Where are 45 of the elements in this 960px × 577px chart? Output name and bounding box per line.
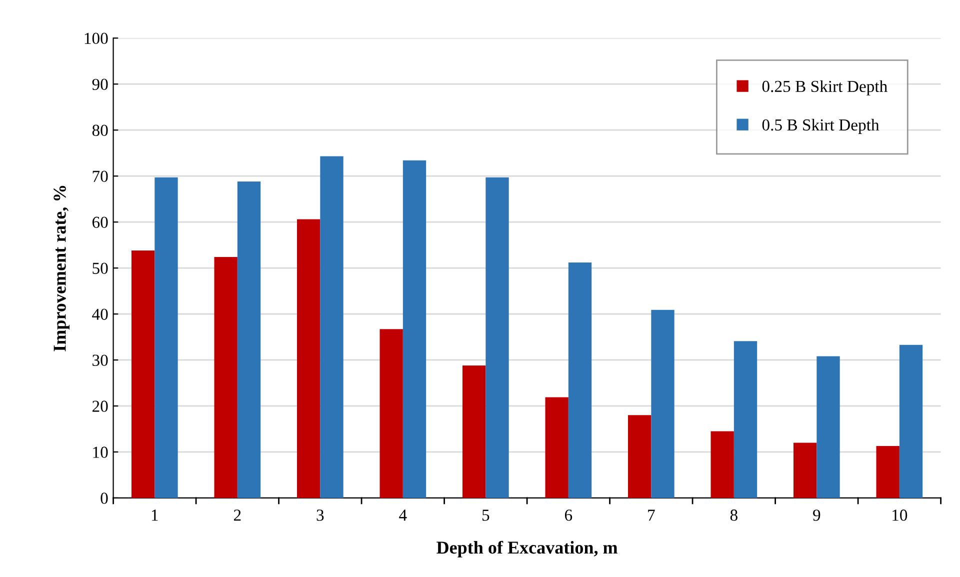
bar [876, 446, 900, 498]
bar [710, 431, 734, 498]
y-tick-label: 10 [93, 446, 108, 458]
y-axis-title: Improvement rate, % [54, 186, 70, 352]
bar [296, 219, 320, 498]
bar [214, 256, 238, 498]
x-tick-label: 5 [482, 510, 490, 521]
bar [816, 356, 840, 498]
y-tick-label: 30 [92, 354, 108, 366]
y-tick-label: 100 [84, 32, 108, 44]
x-tick-label: 1 [152, 510, 158, 521]
x-tick-label: 7 [648, 510, 655, 521]
x-tick-label: 3 [316, 510, 324, 521]
y-tick-label: 90 [92, 78, 108, 90]
bar [380, 329, 403, 498]
x-tick-label: 10 [892, 510, 908, 521]
bar [462, 366, 486, 498]
bar [154, 177, 178, 498]
y-tick-label: 40 [92, 308, 108, 320]
bar [320, 156, 344, 498]
y-tick-label: 70 [92, 170, 108, 182]
y-tick-label: 0 [100, 492, 108, 504]
x-tick-label: 2 [234, 510, 241, 521]
legend-label: 0.25 B Skirt Depth [762, 80, 888, 96]
bar [651, 310, 674, 498]
y-tick-label: 20 [92, 400, 108, 412]
y-tick-label: 60 [92, 216, 108, 228]
x-axis-title: Depth of Excavation, m [436, 540, 618, 558]
x-tick-label: 6 [564, 510, 572, 521]
bar [237, 182, 261, 498]
x-tick-label: 4 [399, 510, 407, 521]
bar [568, 262, 592, 498]
bar [734, 341, 758, 498]
bar [794, 442, 817, 498]
y-tick-label: 50 [92, 262, 108, 274]
legend-label: 0.5 B Skirt Depth [762, 118, 880, 134]
bar [545, 397, 568, 498]
bar [899, 344, 923, 498]
bar [402, 160, 426, 498]
x-tick-label: 8 [730, 510, 738, 521]
y-tick-label: 80 [92, 124, 108, 136]
bar [131, 250, 155, 498]
x-tick-label: 9 [813, 510, 820, 521]
bar [486, 177, 509, 498]
bar [628, 415, 652, 498]
